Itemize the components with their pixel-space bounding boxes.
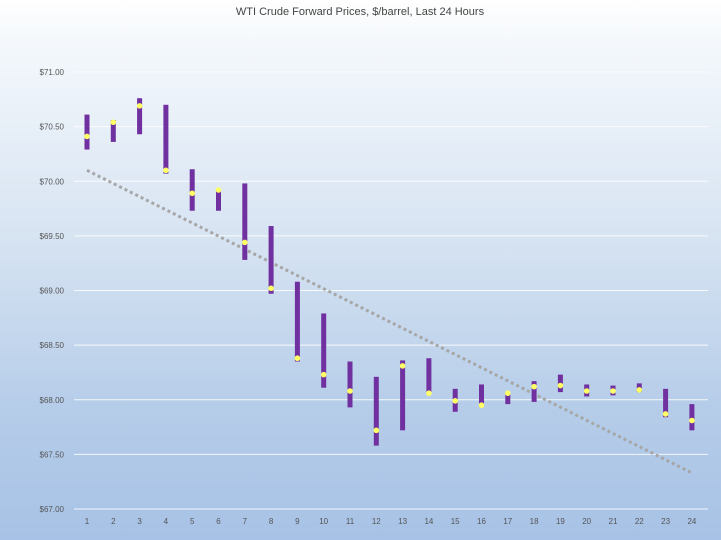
- data-point: [373, 427, 380, 434]
- x-tick-label: 19: [556, 517, 565, 526]
- data-point: [505, 390, 511, 396]
- x-tick-label: 15: [451, 517, 460, 526]
- x-tick-label: 4: [164, 517, 169, 526]
- data-point: [347, 388, 353, 394]
- range-bar: [189, 169, 195, 211]
- range-bar: [110, 120, 116, 142]
- trendline: [86, 168, 693, 475]
- range-bar: [268, 226, 274, 294]
- y-tick-label: $70.00: [40, 177, 65, 186]
- data-point: [110, 119, 117, 126]
- data-point: [531, 383, 537, 390]
- x-tick-label: 20: [582, 517, 591, 526]
- trendline-group: [86, 168, 693, 475]
- data-point: [189, 190, 195, 197]
- data-point: [268, 285, 274, 292]
- x-tick-label: 2: [111, 517, 116, 526]
- data-point: [426, 390, 432, 396]
- range-bar: [163, 104, 169, 174]
- data-point: [399, 363, 406, 369]
- range-bar: [531, 381, 537, 402]
- chart-title: WTI Crude Forward Prices, $/barrel, Last…: [236, 6, 485, 18]
- x-tick-label: 16: [477, 517, 486, 526]
- range-bar: [242, 183, 248, 260]
- range-bar: [321, 313, 327, 388]
- x-tick-label: 14: [424, 517, 433, 526]
- x-tick-label: 11: [346, 517, 355, 526]
- range-bar: [294, 281, 300, 362]
- y-tick-label: $68.00: [40, 396, 65, 405]
- data-point: [320, 371, 327, 378]
- range-bar: [689, 404, 695, 431]
- data-point: [557, 382, 564, 389]
- x-tick-label: 5: [190, 517, 195, 526]
- x-tick-label: 10: [319, 517, 328, 526]
- data-point: [84, 133, 90, 140]
- data-point: [242, 239, 248, 246]
- range-bar: [663, 388, 669, 418]
- range-bar: [373, 376, 379, 446]
- y-tick-label: $69.00: [40, 287, 65, 296]
- data-point: [136, 103, 143, 109]
- data-point: [583, 388, 590, 394]
- y-axis-tick-labels: $67.00 $67.50 $68.00 $68.50 $69.00 $69.50 $70.…: [40, 68, 65, 514]
- data-point: [478, 402, 485, 409]
- data-point: [636, 387, 643, 393]
- x-tick-label: 18: [530, 517, 539, 526]
- x-tick-label: 17: [503, 517, 512, 526]
- y-tick-label: $67.50: [40, 450, 65, 459]
- x-tick-label: 7: [243, 517, 248, 526]
- y-tick-label: $68.50: [40, 341, 65, 350]
- y-tick-label: $69.50: [40, 232, 65, 241]
- range-bar: [426, 358, 432, 393]
- range-bars-group: [84, 98, 695, 446]
- gridlines: [74, 71, 708, 510]
- x-tick-label: 13: [398, 517, 407, 526]
- y-tick-label: $67.00: [40, 505, 65, 514]
- x-tick-label: 3: [137, 517, 142, 526]
- x-tick-label: 22: [635, 517, 644, 526]
- points-group: [84, 103, 695, 434]
- range-bar: [347, 361, 353, 408]
- x-tick-label: 1: [85, 517, 90, 526]
- x-tick-label: 23: [661, 517, 670, 526]
- range-bar: [400, 360, 406, 431]
- x-tick-label: 21: [609, 517, 618, 526]
- range-bar: [84, 114, 90, 150]
- range-bar: [505, 392, 511, 405]
- y-tick-label: $71.00: [40, 68, 65, 77]
- data-point: [294, 355, 301, 362]
- x-axis-tick-labels: 1 2 3 4 5 6 7 8 9 10 11 12 13 14 15 16 17 18 19 20 21 22 23 24: [85, 517, 697, 526]
- x-tick-label: 9: [295, 517, 300, 526]
- x-tick-label: 24: [687, 517, 696, 526]
- data-point: [163, 167, 169, 174]
- x-tick-label: 8: [269, 517, 274, 526]
- range-bar: [216, 188, 221, 211]
- data-point: [662, 411, 669, 417]
- data-point: [689, 417, 695, 424]
- x-tick-label: 6: [216, 517, 221, 526]
- range-bar: [479, 384, 484, 407]
- data-point: [215, 187, 222, 193]
- data-point: [452, 398, 459, 404]
- range-bar: [137, 98, 143, 135]
- data-point: [610, 388, 616, 394]
- x-tick-label: 12: [372, 517, 381, 526]
- y-tick-label: $70.50: [40, 123, 65, 132]
